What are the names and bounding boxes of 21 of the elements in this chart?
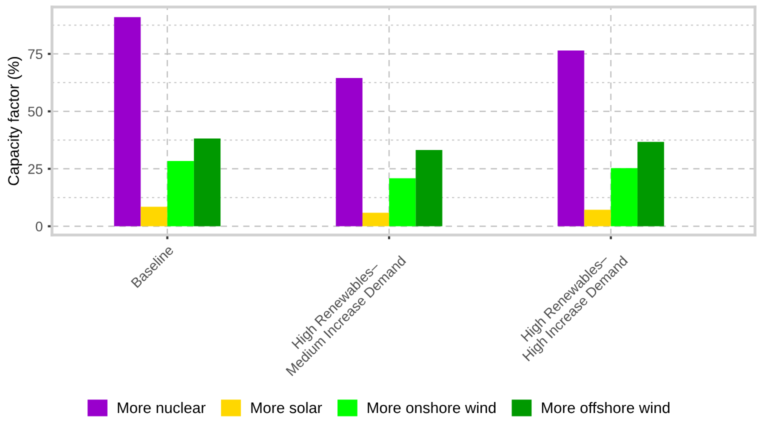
legend-label: More solar	[251, 402, 322, 414]
legend-label: More offshore wind	[542, 402, 670, 414]
bar	[637, 142, 664, 226]
bar	[167, 160, 194, 226]
y-tick-label: 0	[36, 222, 42, 232]
bar	[610, 168, 638, 226]
y-axis-title: Capacity factor (%)	[8, 56, 22, 186]
y-tick-label: 75	[28, 49, 42, 60]
bar	[194, 138, 221, 226]
bar	[558, 50, 584, 226]
y-tick-label: 25	[28, 164, 42, 174]
legend-label: More onshore wind	[368, 402, 496, 414]
bar	[389, 178, 416, 226]
bar	[362, 212, 390, 226]
legend-label: More nuclear	[118, 402, 206, 414]
bar	[140, 206, 168, 226]
bar	[416, 150, 442, 226]
y-tick-label: 50	[28, 106, 42, 117]
bar	[114, 17, 141, 226]
bar	[584, 210, 611, 226]
bar	[336, 78, 362, 226]
